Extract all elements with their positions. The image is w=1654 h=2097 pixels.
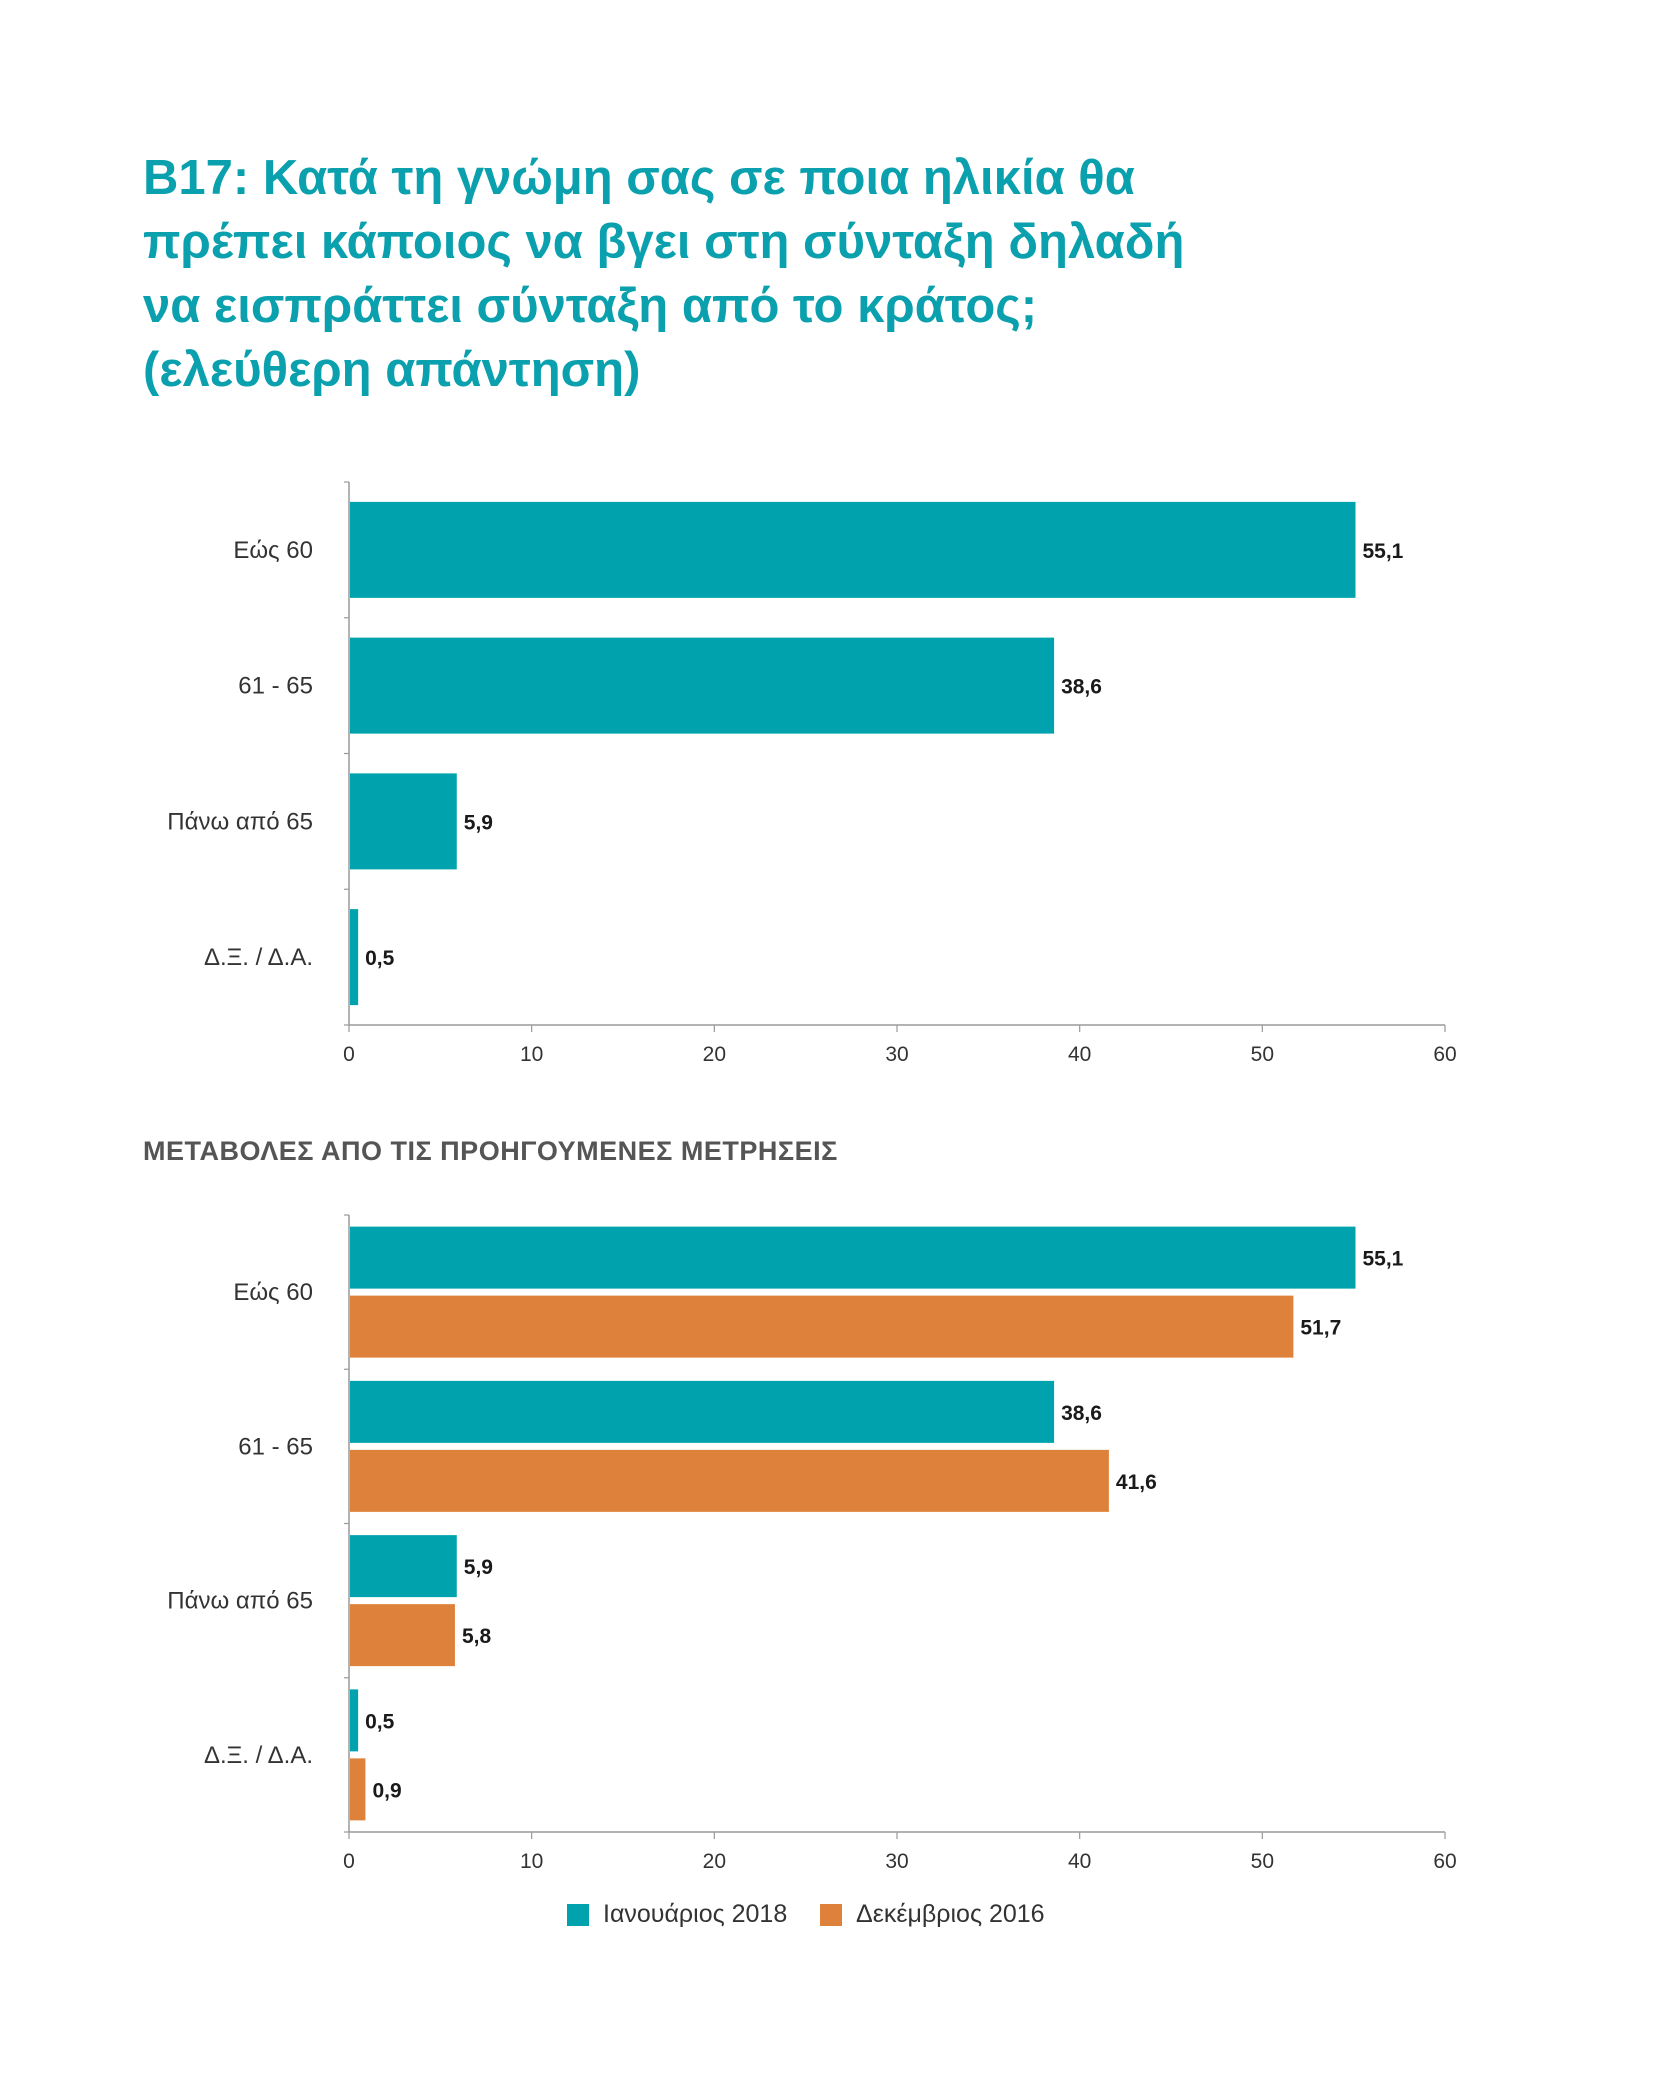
x-tick-label: 30 [885, 1850, 908, 1873]
page-title: B17: Κατά τη γνώμη σας σε ποια ηλικία θα… [143, 146, 1543, 402]
bar-δ-ξ-δ-α-series-2 [350, 1758, 366, 1821]
bar-εώς-60-series-2 [350, 1295, 1294, 1358]
legend-label-series-2: Δεκέμβριος 2016 [856, 1900, 1045, 1928]
bar-δ-ξ-δ-α-series-1 [350, 909, 359, 1006]
title-line-2: πρέπει κάποιος να βγει στη σύνταξη δηλαδ… [143, 215, 1185, 269]
x-tick-label: 40 [1068, 1850, 1091, 1873]
legend-swatch-series-2 [820, 1903, 842, 1926]
x-tick-label: 60 [1433, 1043, 1456, 1066]
value-label: 38,6 [1061, 676, 1102, 699]
value-label: 5,9 [464, 811, 493, 834]
category-label: Εώς 60 [233, 1279, 313, 1306]
value-label: 51,7 [1300, 1317, 1341, 1340]
bar-61-65-series-1 [350, 637, 1055, 734]
legend-item-series-1: Ιανουάριος 2018 [567, 1900, 787, 1929]
value-label: 5,8 [462, 1625, 492, 1648]
value-label: 55,1 [1362, 540, 1403, 563]
title-line-3: να εισπράττει σύνταξη από το κράτος; [143, 279, 1038, 333]
legend-label-series-1: Ιανουάριος 2018 [603, 1900, 788, 1928]
chart-legend: Ιανουάριος 2018 Δεκέμβριος 2016 [0, 1900, 1654, 1940]
bar-61-65-series-2 [350, 1449, 1109, 1512]
bar-chart-current: 0 10 20 30 40 50 60 Εώς 60 55,1 61 - 65 38,6 Πάνω α… [167, 481, 1457, 1066]
x-tick-label: 0 [343, 1043, 355, 1066]
value-label: 41,6 [1116, 1471, 1157, 1494]
x-tick-label: 20 [703, 1850, 726, 1873]
bar-δ-ξ-δ-α-series-1 [350, 1689, 359, 1752]
category-label: 61 - 65 [238, 673, 313, 700]
x-tick-label: 60 [1433, 1850, 1456, 1873]
bar-chart-comparison: 0 10 20 30 40 50 60 Εώς 60 55,1 51,7 61 - 65 38,6 41… [167, 1214, 1457, 1873]
x-tick-label: 10 [520, 1850, 543, 1873]
bar-πάνω-από-65-series-2 [350, 1604, 455, 1667]
title-line-4: (ελεύθερη απάντηση) [143, 343, 641, 397]
x-tick-label: 0 [343, 1850, 355, 1873]
category-label: Πάνω από 65 [167, 1588, 313, 1615]
category-label: Πάνω από 65 [167, 808, 313, 835]
bar-εώς-60-series-1 [350, 501, 1356, 598]
value-label: 0,5 [365, 947, 395, 970]
bar-πάνω-από-65-series-1 [350, 773, 457, 870]
legend-swatch-series-1 [567, 1903, 589, 1926]
x-tick-label: 40 [1068, 1043, 1091, 1066]
bar-61-65-series-1 [350, 1380, 1055, 1443]
value-label: 0,9 [372, 1779, 401, 1802]
x-tick-label: 20 [703, 1043, 726, 1066]
category-label: Εώς 60 [233, 537, 313, 564]
title-line-1: B17: Κατά τη γνώμη σας σε ποια ηλικία θα [143, 151, 1135, 205]
legend-item-series-2: Δεκέμβριος 2016 [820, 1900, 1045, 1929]
value-label: 55,1 [1362, 1248, 1403, 1271]
value-label: 38,6 [1061, 1402, 1102, 1425]
value-label: 0,5 [365, 1710, 395, 1733]
section-subtitle: ΜΕΤΑΒΟΛΕΣ ΑΠΟ ΤΙΣ ΠΡΟΗΓΟΥΜΕΝΕΣ ΜΕΤΡΗΣΕΙΣ [143, 1136, 838, 1166]
bar-εώς-60-series-1 [350, 1226, 1356, 1289]
category-label: Δ.Ξ. / Δ.Α. [204, 1742, 313, 1769]
x-tick-label: 10 [520, 1043, 543, 1066]
bar-πάνω-από-65-series-1 [350, 1535, 457, 1598]
category-label: 61 - 65 [238, 1433, 313, 1460]
x-tick-label: 50 [1251, 1043, 1274, 1066]
category-label: Δ.Ξ. / Δ.Α. [204, 944, 313, 971]
x-tick-label: 50 [1251, 1850, 1274, 1873]
value-label: 5,9 [464, 1556, 493, 1579]
x-tick-label: 30 [885, 1043, 908, 1066]
